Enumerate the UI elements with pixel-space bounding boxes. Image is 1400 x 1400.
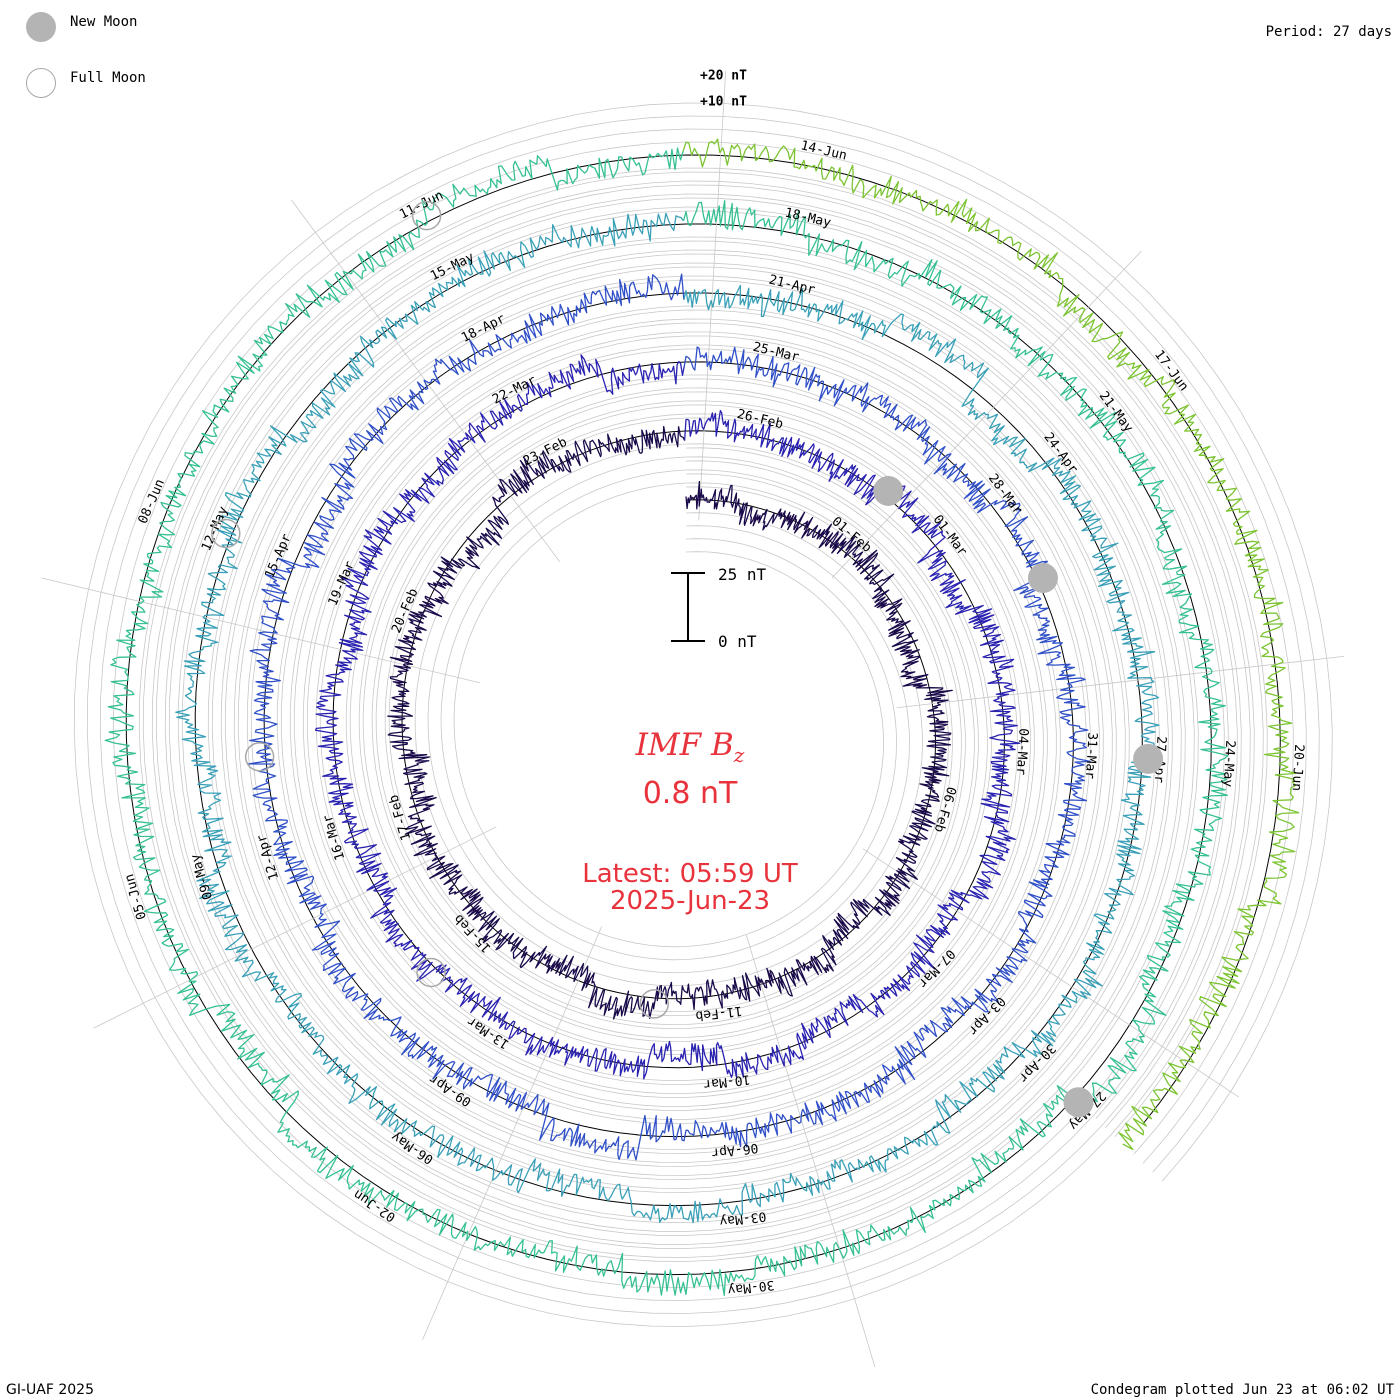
reference-label: +10 nT [700, 94, 747, 109]
full-moon-marker [416, 957, 446, 988]
date-label: 16-Mar [320, 812, 348, 861]
grid-spiral [73, 102, 1333, 1327]
date-label: 23-Feb [521, 435, 570, 470]
date-label: 03-May [718, 1208, 767, 1228]
radial-spoke [41, 577, 480, 684]
date-label: 06-Apr [710, 1140, 759, 1160]
date-label: 19-Mar [326, 559, 358, 608]
latest-date: 2025-Jun-23 [609, 886, 771, 916]
date-label: 06-May [389, 1128, 437, 1166]
period-label: Period: 27 days [1265, 24, 1392, 40]
new-moon-marker [1133, 743, 1164, 774]
radial-spokes [41, 70, 1345, 1368]
moon-markers [211, 200, 1164, 1118]
full-moon-marker [211, 518, 241, 549]
date-label: 02-Jun [351, 1186, 398, 1224]
date-label: 11-Feb [694, 1003, 743, 1023]
reference-labels: +20 nT +10 nT [700, 68, 747, 109]
radial-spoke [862, 848, 1240, 1098]
current-value: 0.8 nT [642, 776, 738, 811]
grid-spiral [177, 206, 1229, 1223]
bz-trace-rotation-4 [175, 212, 1160, 1224]
bz-trace-rotation-1 [387, 425, 953, 1020]
new-moon-legend-icon [26, 12, 56, 42]
full-moon-marker [411, 200, 442, 231]
grid-spiral [99, 128, 1307, 1301]
date-label: 05-Jun [122, 872, 150, 921]
parameter-name: IMF Bz [390, 727, 990, 767]
date-label: 04-Mar [1013, 728, 1031, 776]
parameter-subscript: z [733, 743, 745, 768]
radial-spoke [93, 826, 497, 1029]
new-moon-marker [1063, 1087, 1094, 1118]
grid-spiral [151, 180, 1255, 1249]
latest-time: Latest: 05:59 UT [582, 859, 798, 889]
date-label: 31-Mar [1082, 732, 1100, 780]
new-moon-marker [1027, 563, 1058, 594]
full-moon-marker [244, 742, 275, 772]
grid-spiral [138, 167, 1268, 1262]
date-label: 15-Apr [262, 532, 294, 581]
full-moon-legend-icon [26, 68, 56, 98]
parameter-prefix: IMF B [635, 727, 734, 763]
radial-spoke [746, 935, 876, 1368]
date-label: 08-Jun [136, 477, 168, 526]
grid-spiral [164, 193, 1242, 1236]
grid-spiral [112, 141, 1294, 1288]
radial-spoke [698, 70, 727, 521]
radial-spoke [896, 655, 1345, 709]
bz-trace [104, 138, 1300, 1297]
bz-trace-rotation-6 [682, 138, 1300, 1151]
credit-label: GI-UAF 2025 [6, 1382, 94, 1398]
bz-trace-rotation-3 [248, 273, 1091, 1161]
new-moon-legend-label: New Moon [70, 14, 138, 30]
reference-label: +20 nT [700, 68, 747, 83]
scale-bar: 25 nT 0 nT [671, 565, 767, 651]
grid-spiral [86, 115, 1320, 1314]
date-label: 20-Jun [1289, 744, 1307, 792]
date-label: 24-May [1220, 740, 1238, 788]
scale-bar-top-label: 25 nT [718, 565, 767, 584]
new-moon-marker [873, 475, 904, 506]
scale-bar-bottom-label: 0 nT [718, 632, 757, 651]
full-moon-marker [639, 989, 669, 1019]
bz-trace-rotation-2 [314, 354, 1021, 1080]
bz-trace-rotation-5 [104, 147, 1229, 1297]
radial-spoke [422, 926, 603, 1341]
date-label: 09-May [188, 852, 216, 901]
full-moon-legend-label: Full Moon [70, 70, 146, 86]
date-label: 18-Apr [459, 311, 508, 346]
date-label: 30-May [727, 1277, 776, 1297]
plotted-timestamp: Condegram plotted Jun 23 at 06:02 UT [1090, 1382, 1394, 1398]
date-label: 11-Jun [397, 188, 446, 223]
date-label: 10-Mar [702, 1071, 751, 1091]
